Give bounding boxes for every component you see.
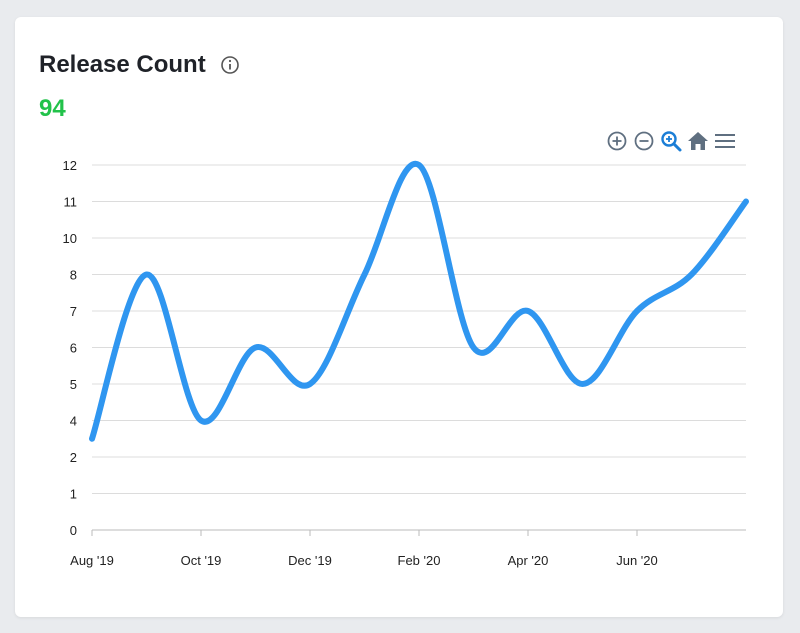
y-tick-label: 5	[70, 377, 77, 392]
y-tick-label: 4	[70, 414, 77, 429]
card-title: Release Count	[39, 51, 206, 78]
y-tick-label: 6	[70, 341, 77, 356]
y-tick-label: 2	[70, 450, 77, 465]
x-tick-label: Dec '19	[288, 553, 332, 568]
y-tick-label: 0	[70, 523, 77, 538]
info-icon[interactable]	[220, 55, 240, 75]
x-tick-label: Jun '20	[616, 553, 658, 568]
y-tick-label: 12	[63, 158, 77, 173]
release-count-value: 94	[39, 95, 66, 122]
x-tick-label: Apr '20	[508, 553, 549, 568]
y-tick-label: 1	[70, 487, 77, 502]
x-tick-label: Feb '20	[398, 553, 441, 568]
chart-toolbar	[605, 129, 740, 153]
series-line	[89, 160, 749, 442]
home-reset-icon[interactable]	[686, 129, 710, 153]
zoom-out-icon[interactable]	[632, 129, 656, 153]
zoom-select-icon[interactable]	[659, 129, 683, 153]
x-tick-label: Oct '19	[181, 553, 222, 568]
y-tick-label: 10	[63, 231, 77, 246]
release-count-card: Release Count 94	[15, 17, 783, 617]
y-tick-label: 8	[70, 268, 77, 283]
card-header: Release Count	[39, 51, 240, 79]
menu-icon[interactable]	[713, 129, 737, 153]
x-tick-label: Aug '19	[70, 553, 114, 568]
y-tick-label: 7	[70, 304, 77, 319]
y-tick-label: 11	[64, 195, 78, 210]
zoom-in-icon[interactable]	[605, 129, 629, 153]
